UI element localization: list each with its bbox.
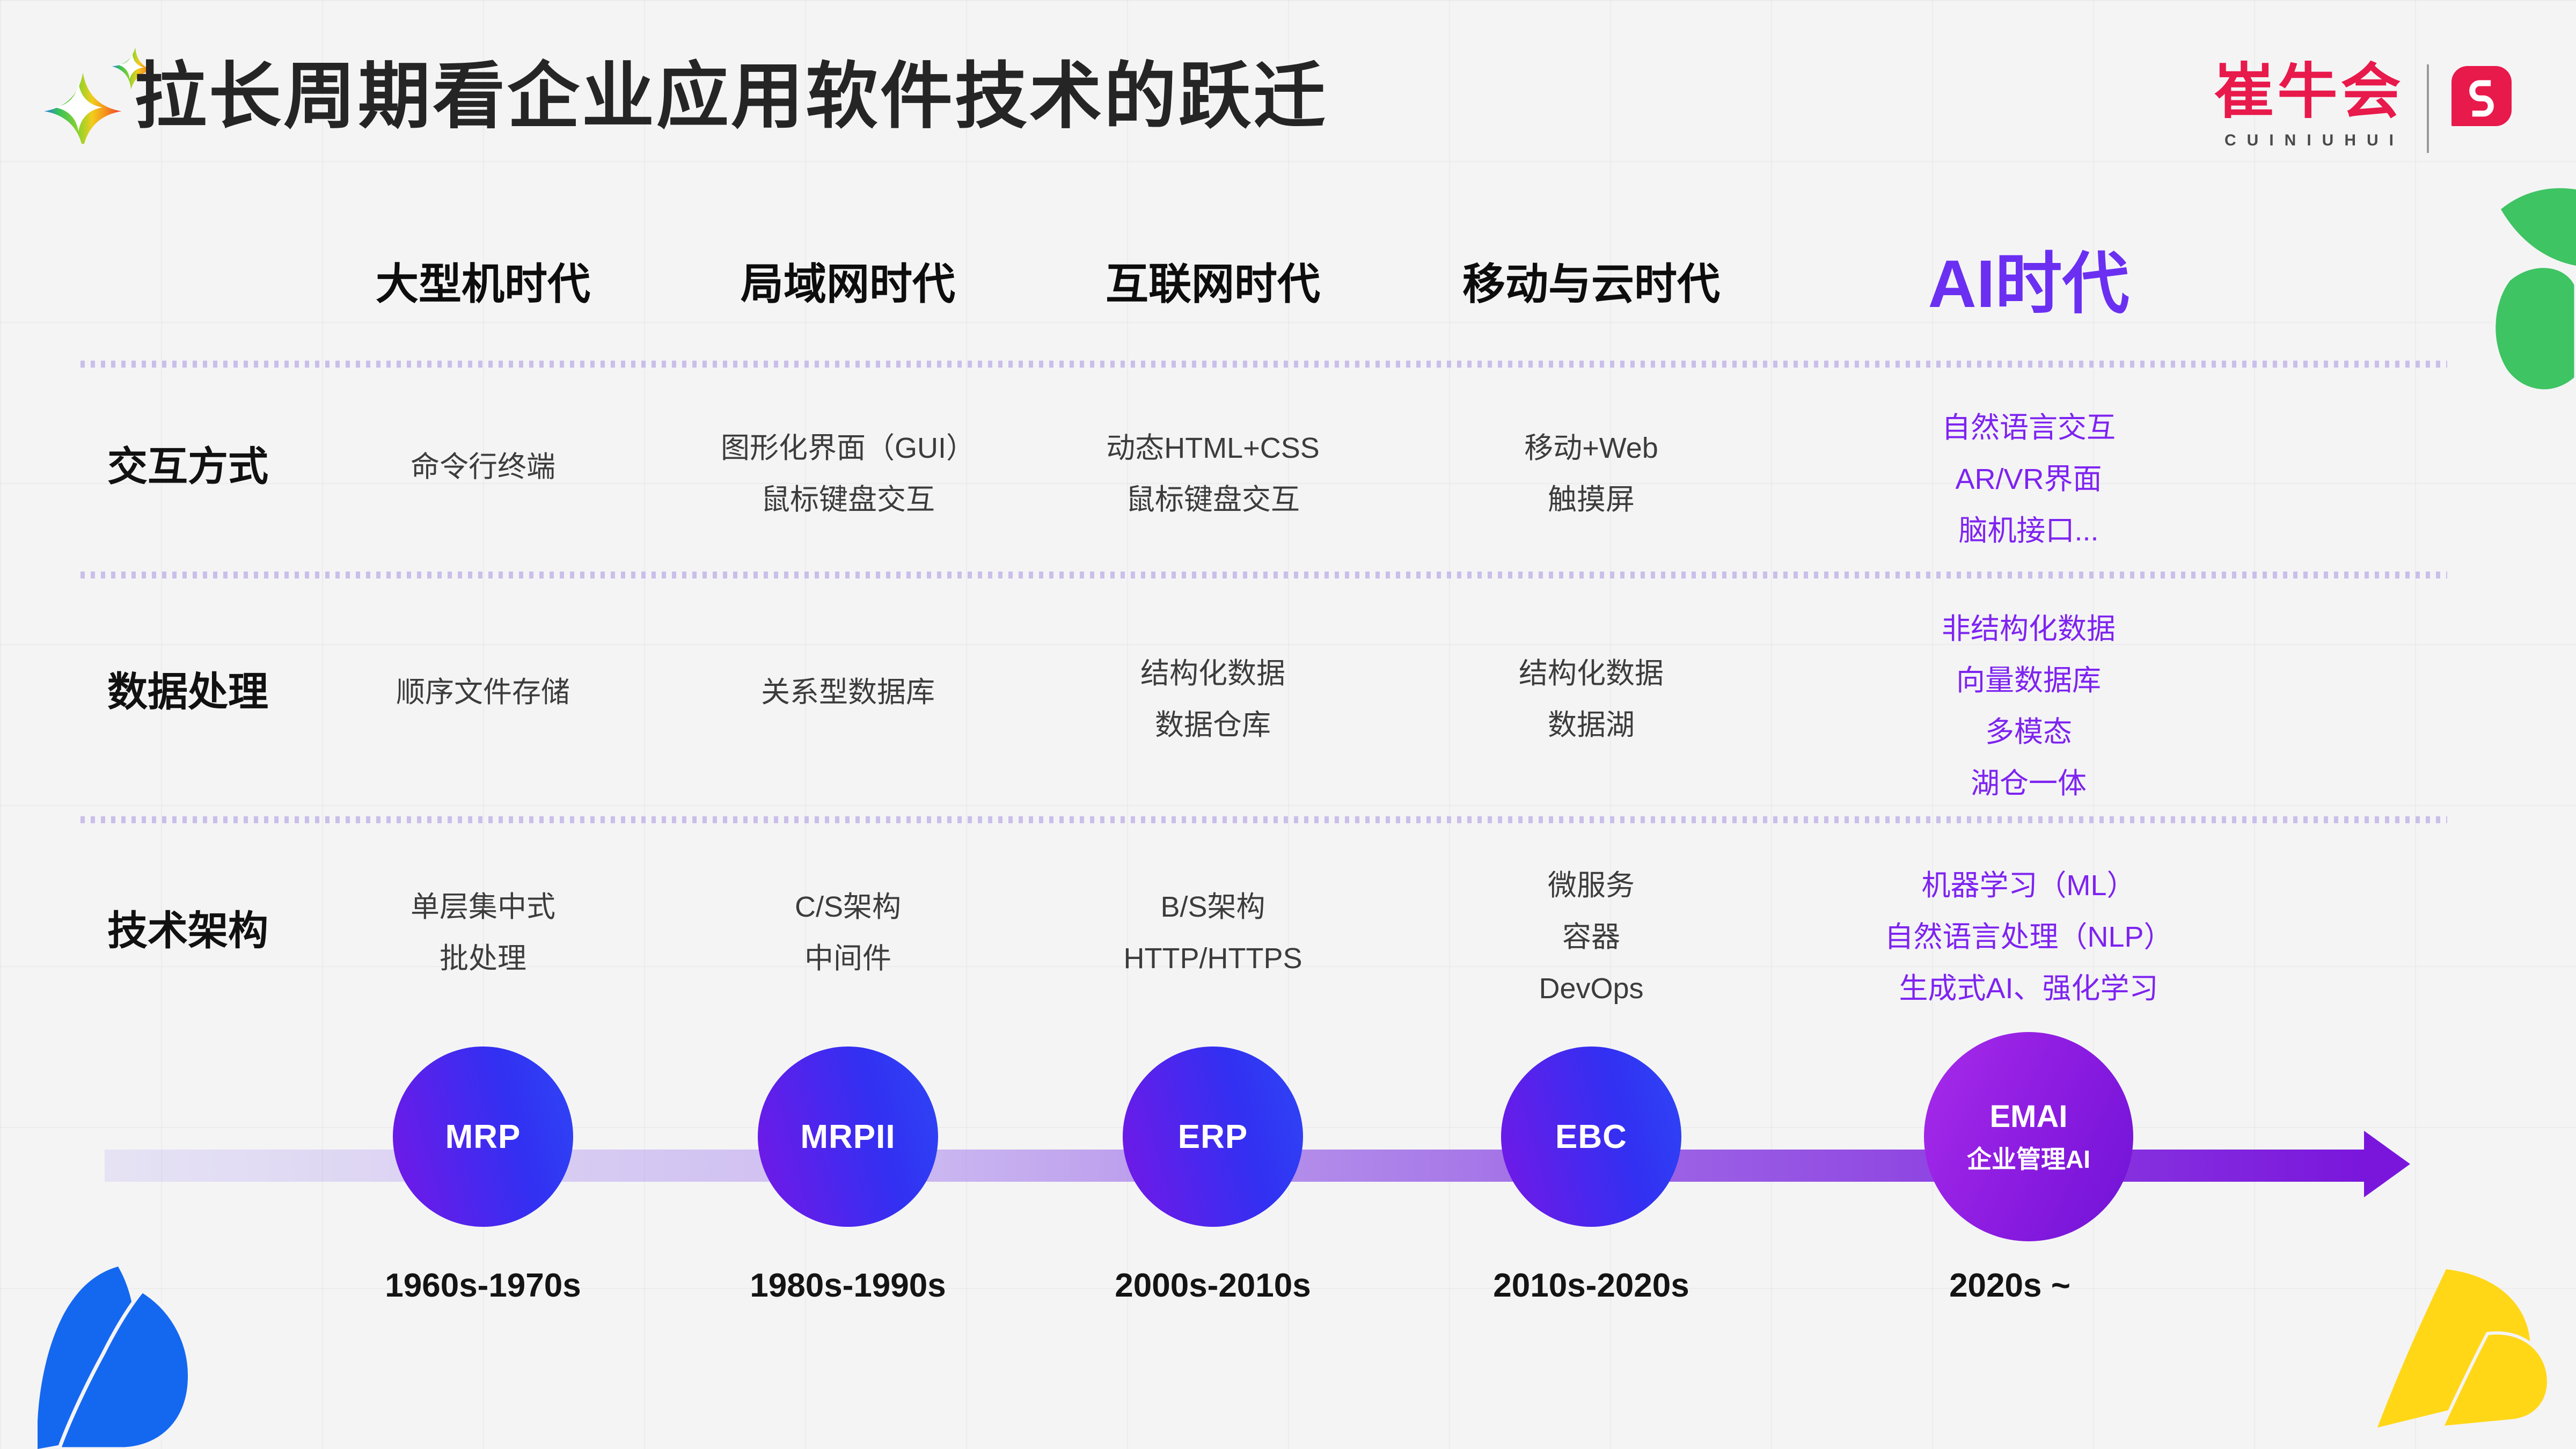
- cell-data-ai: 非结构化数据 向量数据库 多模态 湖仓一体: [1942, 613, 2116, 800]
- era-header-ai: AI时代: [1928, 247, 2129, 321]
- timeline-years-emai: 2020s ~: [1949, 1267, 2070, 1304]
- timeline-node-mrpii: MRPII: [758, 1046, 938, 1227]
- row-label-architecture: 技术架构: [107, 908, 269, 953]
- row-label-interaction: 交互方式: [107, 444, 269, 489]
- timeline-years-mrp: 1960s-1970s: [385, 1267, 581, 1304]
- brand-area: 崔牛会 CUINIUHUI: [2214, 62, 2512, 153]
- timeline-node-emai: EMAI 企业管理AI: [1924, 1032, 2133, 1241]
- timeline-years-mrpii: 1980s-1990s: [750, 1267, 946, 1304]
- row-divider: [80, 816, 2447, 823]
- cell-architecture-lan: C/S架构 中间件: [794, 891, 902, 975]
- cell-data-mobile-cloud: 结构化数据 数据湖: [1519, 657, 1664, 741]
- timeline-arrowhead-icon: [2364, 1131, 2410, 1197]
- brand-name: 崔牛会: [2214, 58, 2404, 125]
- cell-data-lan: 关系型数据库: [761, 676, 935, 708]
- timeline-years-ebc: 2010s-2020s: [1493, 1267, 1689, 1304]
- cell-interaction-ai: 自然语言交互 AR/VR界面 脑机接口...: [1942, 412, 2116, 547]
- brand-subtitle: CUINIUHUI: [2224, 131, 2404, 149]
- era-header-mainframe: 大型机时代: [376, 260, 590, 308]
- timeline-node-erp: ERP: [1123, 1046, 1303, 1227]
- cell-interaction-mobile-cloud: 移动+Web 触摸屏: [1524, 432, 1658, 516]
- era-header-mobile-cloud: 移动与云时代: [1462, 260, 1720, 308]
- row-label-data: 数据处理: [107, 669, 269, 714]
- row-divider: [80, 572, 2447, 579]
- cell-architecture-ai: 机器学习（ML） 自然语言处理（NLP） 生成式AI、强化学习: [1884, 869, 2173, 1005]
- cell-architecture-mainframe: 单层集中式 批处理: [411, 891, 555, 975]
- row-divider: [80, 361, 2447, 368]
- era-header-lan: 局域网时代: [741, 260, 955, 308]
- yellow-petals-decoration: [2377, 1269, 2550, 1430]
- cell-interaction-internet: 动态HTML+CSS 鼠标键盘交互: [1106, 432, 1320, 516]
- cell-interaction-mainframe: 命令行终端: [411, 451, 555, 483]
- green-leaves-decoration: [2492, 188, 2576, 393]
- s-monogram-icon: [2469, 80, 2494, 117]
- page-title: 拉长周期看企业应用软件技术的跃迁: [134, 56, 1328, 137]
- blue-petals-decoration: [38, 1267, 192, 1449]
- brand-logo-icon: [2451, 66, 2512, 126]
- cell-data-mainframe: 顺序文件存储: [396, 676, 570, 708]
- era-header-internet: 互联网时代: [1106, 260, 1320, 308]
- cell-data-internet: 结构化数据 数据仓库: [1140, 657, 1285, 741]
- timeline-node-mrp: MRP: [393, 1046, 573, 1227]
- cell-architecture-mobile-cloud: 微服务 容器 DevOps: [1539, 869, 1644, 1005]
- timeline-years-erp: 2000s-2010s: [1115, 1267, 1311, 1304]
- cell-architecture-internet: B/S架构 HTTP/HTTPS: [1123, 891, 1302, 975]
- timeline-node-ebc: EBC: [1501, 1046, 1681, 1227]
- cell-interaction-lan: 图形化界面（GUI） 鼠标键盘交互: [720, 432, 976, 516]
- brand-divider: [2427, 64, 2429, 153]
- brand-logotype: 崔牛会 CUINIUHUI: [2214, 62, 2404, 150]
